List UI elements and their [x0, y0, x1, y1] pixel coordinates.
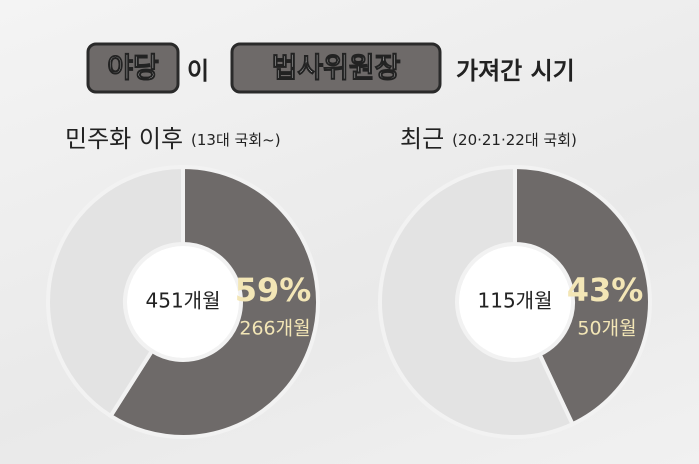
title-part: 가져간 시기	[456, 57, 575, 85]
chart-subtitle: (20·21·22대 국회)	[452, 131, 577, 149]
pie-slice	[46, 164, 185, 419]
value-label: 43%	[567, 271, 644, 309]
title-box	[86, 42, 180, 94]
pie-slice	[378, 164, 576, 439]
pie-slice	[513, 164, 652, 427]
chart-title: 최근 (20·21·22대 국회)	[400, 125, 577, 153]
title-part: 야당	[107, 51, 159, 84]
donut-hole	[127, 246, 239, 358]
chart-title: 민주화 이후	[65, 125, 183, 153]
value-label: 59%	[235, 271, 312, 309]
center-label: 451개월	[146, 289, 221, 313]
detail-label: 266개월	[239, 318, 310, 340]
chart-title: 민주화 이후 (13대 국회~)	[65, 125, 281, 153]
chart-subtitle: (13대 국회~)	[191, 131, 281, 149]
donut-hole	[459, 246, 571, 358]
detail-label: 50개월	[577, 318, 636, 340]
title-part: 법사위원장	[272, 51, 401, 84]
pie-slice	[107, 164, 320, 439]
title-box	[230, 42, 442, 94]
chart-title: 최근	[400, 125, 444, 153]
center-label: 115개월	[478, 289, 553, 313]
title-part: 이	[187, 57, 209, 85]
